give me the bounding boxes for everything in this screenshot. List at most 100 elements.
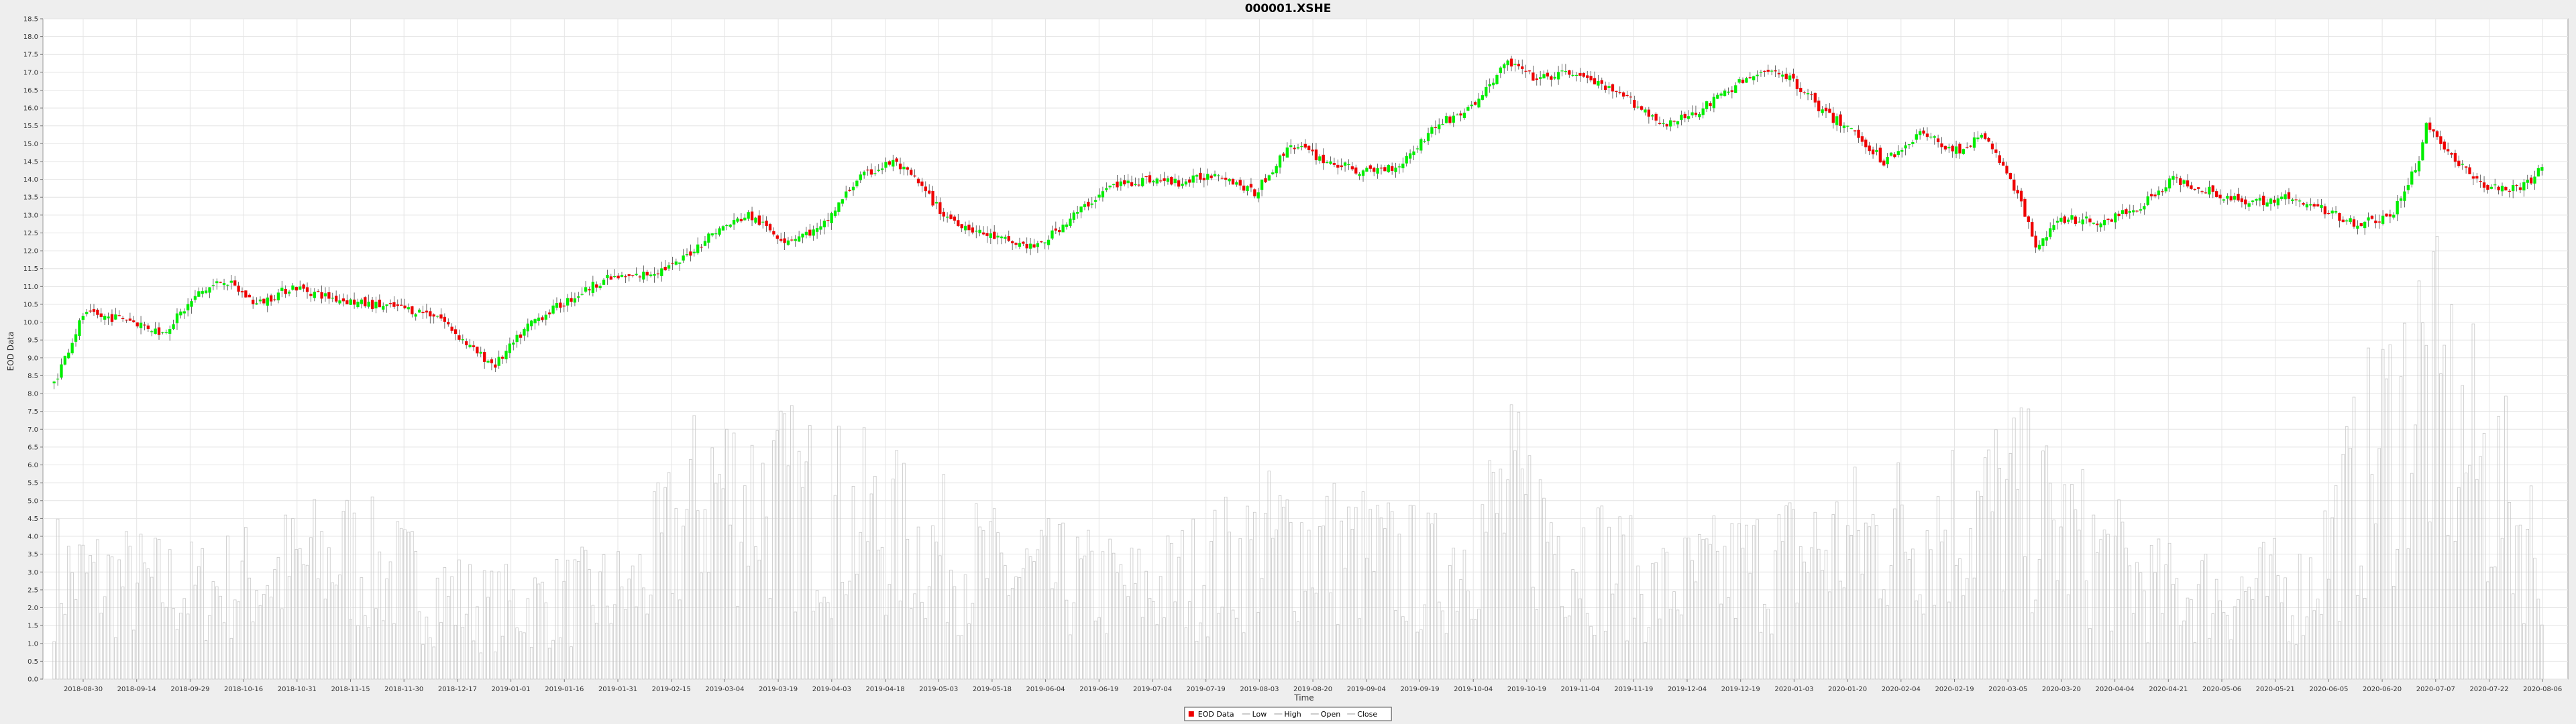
candle-body bbox=[89, 310, 92, 312]
volume-bar bbox=[2139, 572, 2143, 680]
candle-body bbox=[924, 186, 927, 192]
candle-body bbox=[2200, 191, 2204, 192]
candle-body bbox=[2356, 225, 2359, 229]
candle bbox=[1412, 145, 1415, 161]
volume-bar bbox=[2450, 304, 2453, 680]
candle bbox=[841, 198, 844, 206]
candle bbox=[678, 262, 682, 271]
volume-bar bbox=[1415, 631, 1419, 680]
candle bbox=[2497, 185, 2500, 195]
candle bbox=[1878, 145, 1882, 164]
candle-body bbox=[1444, 116, 1448, 123]
volume-bar bbox=[1350, 529, 1354, 680]
candle-body bbox=[985, 233, 989, 236]
legend-item: Low bbox=[1242, 710, 1267, 719]
candle-body bbox=[1000, 236, 1004, 239]
candle bbox=[2067, 217, 2070, 225]
candle-body bbox=[1756, 74, 1759, 76]
candle-body bbox=[2055, 221, 2059, 223]
candle bbox=[996, 232, 1000, 245]
candle bbox=[429, 307, 432, 324]
candle bbox=[1658, 116, 1662, 125]
candle bbox=[190, 298, 193, 314]
volume-bar bbox=[659, 532, 663, 680]
candle-body bbox=[450, 326, 453, 331]
candle-body bbox=[1878, 147, 1882, 163]
x-tick-label: 2020-01-03 bbox=[1774, 686, 1813, 693]
volume-bar bbox=[1821, 570, 1824, 680]
candle-body bbox=[1701, 108, 1705, 115]
candle bbox=[280, 280, 284, 298]
candle-body bbox=[1795, 79, 1799, 89]
candle-body bbox=[421, 312, 425, 314]
volume-bar bbox=[131, 629, 136, 680]
volume-bar bbox=[2388, 344, 2392, 680]
candle-body bbox=[981, 232, 985, 235]
candle-body bbox=[1727, 91, 1730, 93]
candle-body bbox=[1640, 106, 1644, 110]
candle-body bbox=[396, 304, 399, 306]
candle-body bbox=[1332, 163, 1336, 165]
candle-body bbox=[780, 239, 783, 241]
candle bbox=[2208, 180, 2211, 198]
volume-bar bbox=[2092, 514, 2096, 680]
candle-body bbox=[2114, 213, 2117, 223]
volume-bar bbox=[974, 503, 978, 680]
candle-body bbox=[1911, 142, 1915, 144]
candle-body bbox=[830, 213, 833, 223]
y-tick-label: 13.5 bbox=[23, 194, 38, 202]
candle bbox=[1871, 146, 1875, 159]
candle-body bbox=[2385, 213, 2388, 217]
volume-bar bbox=[2164, 564, 2167, 680]
candle-body bbox=[139, 322, 143, 328]
volume-bar bbox=[653, 491, 656, 680]
volume-bar bbox=[880, 547, 884, 680]
candle bbox=[323, 287, 327, 302]
volume-bar bbox=[898, 601, 902, 680]
candle-body bbox=[1004, 237, 1007, 239]
candle-body bbox=[649, 274, 653, 277]
candle bbox=[338, 294, 341, 305]
candle-body bbox=[320, 292, 323, 299]
volume-bar bbox=[1650, 563, 1654, 680]
x-tick-label: 2020-05-06 bbox=[2202, 686, 2241, 693]
candle bbox=[747, 210, 750, 221]
candle bbox=[1748, 72, 1752, 79]
volume-bar bbox=[1235, 617, 1238, 680]
candle bbox=[2291, 198, 2294, 204]
volume-bar bbox=[1256, 612, 1260, 680]
candle bbox=[2284, 190, 2287, 205]
volume-bar bbox=[2149, 544, 2153, 680]
candle-body bbox=[841, 199, 844, 204]
x-tick-label: 2019-07-04 bbox=[1133, 686, 1172, 693]
volume-bar bbox=[1466, 591, 1470, 680]
candle bbox=[1300, 141, 1303, 151]
volume-bar bbox=[682, 526, 685, 680]
volume-bar bbox=[1633, 617, 1636, 680]
volume-bar bbox=[1105, 634, 1108, 680]
candle bbox=[1076, 205, 1079, 219]
volume-bar bbox=[323, 599, 327, 680]
candle-body bbox=[2215, 191, 2218, 197]
candle bbox=[1267, 174, 1271, 181]
candle-body bbox=[2019, 190, 2023, 202]
candle bbox=[244, 290, 248, 298]
x-tick-label: 2019-11-19 bbox=[1614, 686, 1653, 693]
candle bbox=[1329, 156, 1332, 165]
x-tick-label: 2019-03-04 bbox=[705, 686, 744, 693]
candle-body bbox=[2338, 213, 2341, 221]
candle-body bbox=[313, 292, 316, 298]
candle bbox=[374, 296, 378, 314]
candle bbox=[461, 334, 464, 344]
candle-body bbox=[942, 211, 945, 217]
candle-body bbox=[280, 288, 284, 291]
candle-body bbox=[74, 334, 78, 342]
volume-bar bbox=[957, 635, 960, 680]
volume-bar bbox=[1951, 450, 1954, 680]
volume-bar bbox=[1184, 627, 1188, 680]
candle-body bbox=[2309, 204, 2312, 206]
candle-body bbox=[252, 300, 255, 304]
candle bbox=[880, 162, 884, 174]
candle bbox=[110, 309, 114, 326]
candle-body bbox=[2186, 180, 2190, 187]
